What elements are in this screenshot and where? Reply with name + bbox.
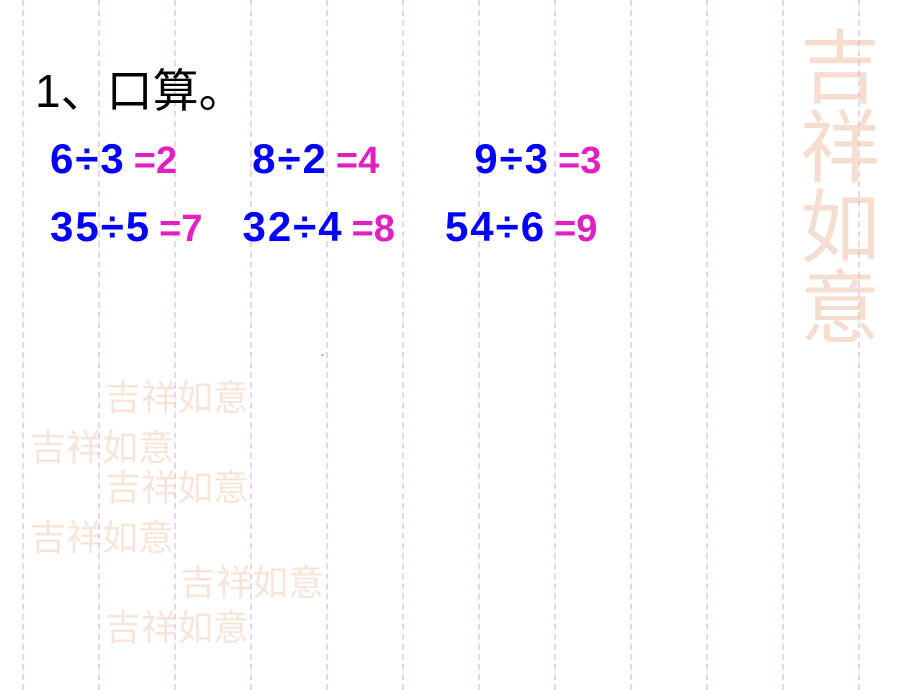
watermark-stamp: 吉祥如意 xyxy=(30,430,174,466)
expression: 54÷6 xyxy=(445,203,546,251)
watermark-stamp: 吉祥如意 xyxy=(105,610,249,646)
section-title: 1、口算。 xyxy=(35,55,245,121)
problem-5: 32÷4 =8 xyxy=(242,203,394,251)
expression: 8÷2 xyxy=(252,135,328,183)
answer: =9 xyxy=(554,208,597,251)
watermark-stamp: 吉祥如意 xyxy=(105,380,249,416)
expression: 32÷4 xyxy=(242,203,343,251)
answer: =2 xyxy=(134,140,177,183)
expression: 35÷5 xyxy=(50,203,151,251)
problem-2: 8÷2 =4 xyxy=(252,135,379,183)
problem-4: 35÷5 =7 xyxy=(50,203,202,251)
watermark-stamp: 吉祥如意 xyxy=(30,520,174,556)
problem-3: 9÷3 =3 xyxy=(474,135,601,183)
problem-row-1: 6÷3 =2 8÷2 =4 9÷3 =3 xyxy=(50,135,870,183)
problem-row-2: 35÷5 =7 32÷4 =8 54÷6 =9 xyxy=(50,203,870,251)
problem-6: 54÷6 =9 xyxy=(445,203,597,251)
answer: =8 xyxy=(352,208,395,251)
decorative-dot: . xyxy=(320,340,325,361)
problems-area: 6÷3 =2 8÷2 =4 9÷3 =3 35÷5 =7 32÷4 =8 54÷… xyxy=(50,135,870,271)
answer: =7 xyxy=(159,208,202,251)
expression: 6÷3 xyxy=(50,135,126,183)
watermark-stamp: 吉祥如意 xyxy=(180,565,324,601)
watermark-stamp: 吉祥如意 xyxy=(105,470,249,506)
answer: =4 xyxy=(336,140,379,183)
expression: 9÷3 xyxy=(474,135,550,183)
answer: =3 xyxy=(558,140,601,183)
problem-1: 6÷3 =2 xyxy=(50,135,177,183)
